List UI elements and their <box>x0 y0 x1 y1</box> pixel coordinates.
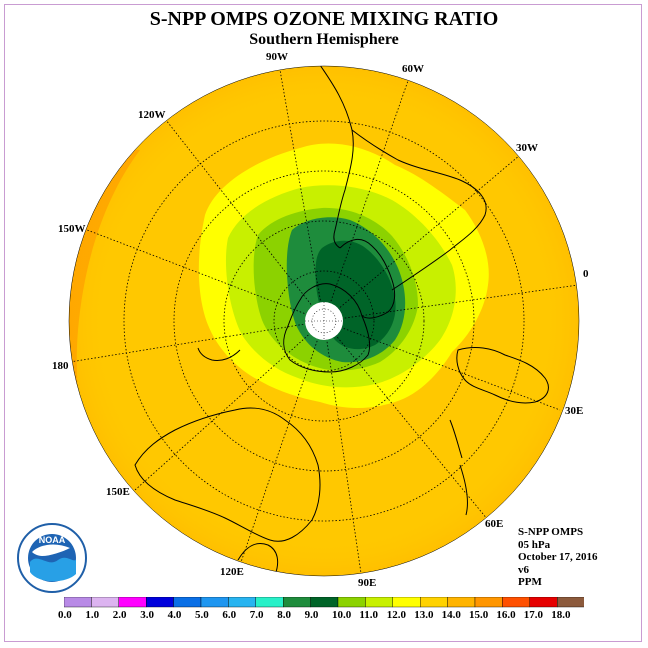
noaa-logo-icon: NOAA <box>17 523 87 593</box>
info-version: v6 <box>518 563 529 576</box>
colorbar-tick-label: 5.0 <box>195 609 209 621</box>
colorbar-tick-label: 7.0 <box>249 609 264 621</box>
image-frame <box>4 4 642 642</box>
colorbar-tick-label: 3.0 <box>140 609 154 621</box>
info-units: PPM <box>518 576 542 588</box>
info-block: S-NPP OMPS 05 hPa October 17, 2016 v6 PP… <box>518 526 598 589</box>
lon-label-60w: 60W <box>402 63 424 75</box>
colorbar-swatch <box>282 597 311 608</box>
colorbar-tick-label: 13.0 <box>414 609 434 621</box>
colorbar-swatch <box>255 597 284 608</box>
colorbar-tick-label: 18.0 <box>551 609 571 621</box>
colorbar-tick-label: 17.0 <box>523 609 544 621</box>
lon-label-150e: 150E <box>106 486 130 498</box>
colorbar-tick-label: 15.0 <box>469 609 489 621</box>
colorbar-swatch <box>365 597 393 608</box>
colorbar-tick-label: 8.0 <box>277 609 291 621</box>
colorbar-swatch <box>64 597 92 608</box>
colorbar-swatch <box>310 597 339 608</box>
lon-label-120e: 120E <box>220 566 244 578</box>
lon-label-60e: 60E <box>485 518 504 530</box>
lon-label-30e: 30E <box>565 405 584 417</box>
lon-label-0: 0 <box>583 268 589 280</box>
info-level: 05 hPa <box>518 538 551 551</box>
colorbar-tick-label: 14.0 <box>441 609 461 621</box>
noaa-logo-text: NOAA <box>39 535 66 545</box>
lon-label-180: 180 <box>52 360 69 372</box>
info-instrument: S-NPP OMPS <box>518 526 584 538</box>
lon-label-30w: 30W <box>516 142 538 154</box>
lon-label-120w: 120W <box>138 109 166 121</box>
lon-label-150w: 150W <box>58 223 86 235</box>
pole-graticule <box>305 302 343 340</box>
colorbar-swatch <box>173 597 202 608</box>
page-subtitle: Southern Hemisphere <box>249 31 399 48</box>
colorbar-swatch <box>91 597 119 608</box>
colorbar-tick-label: 16.0 <box>496 609 516 621</box>
colorbar-tick-label: 2.0 <box>112 609 127 621</box>
colorbar-swatch <box>447 597 476 608</box>
page-title: S-NPP OMPS OZONE MIXING RATIO <box>149 8 499 30</box>
colorbar-tick-label: 0.0 <box>58 609 72 621</box>
colorbar-swatch <box>228 597 256 608</box>
colorbar-swatch <box>420 597 448 608</box>
graticule <box>69 69 579 576</box>
colorbar-tick-label: 4.0 <box>167 609 182 621</box>
colorbar-swatch <box>145 597 174 608</box>
colorbar-swatch <box>337 597 366 608</box>
colorbar-tick-label: 9.0 <box>304 609 319 621</box>
colorbar-tick-label: 6.0 <box>222 609 237 621</box>
colorbar <box>64 597 584 608</box>
colorbar-tick-label: 12.0 <box>386 609 407 621</box>
colorbar-tick-label: 11.0 <box>359 609 379 621</box>
lon-label-90w: 90W <box>266 51 288 63</box>
colorbar-swatch <box>557 597 584 608</box>
colorbar-swatch <box>200 597 229 608</box>
colorbar-swatch <box>529 597 558 608</box>
colorbar-swatch <box>474 597 503 608</box>
colorbar-swatch <box>118 597 147 608</box>
colorbar-tick-label: 1.0 <box>85 609 100 621</box>
coastlines <box>134 66 549 576</box>
info-date: October 17, 2016 <box>518 551 598 563</box>
colorbar-swatch <box>392 597 421 608</box>
lon-label-90e: 90E <box>358 577 377 589</box>
colorbar-swatch <box>502 597 530 608</box>
colorbar-tick-label: 10.0 <box>332 609 352 621</box>
map-boundary <box>68 65 580 577</box>
